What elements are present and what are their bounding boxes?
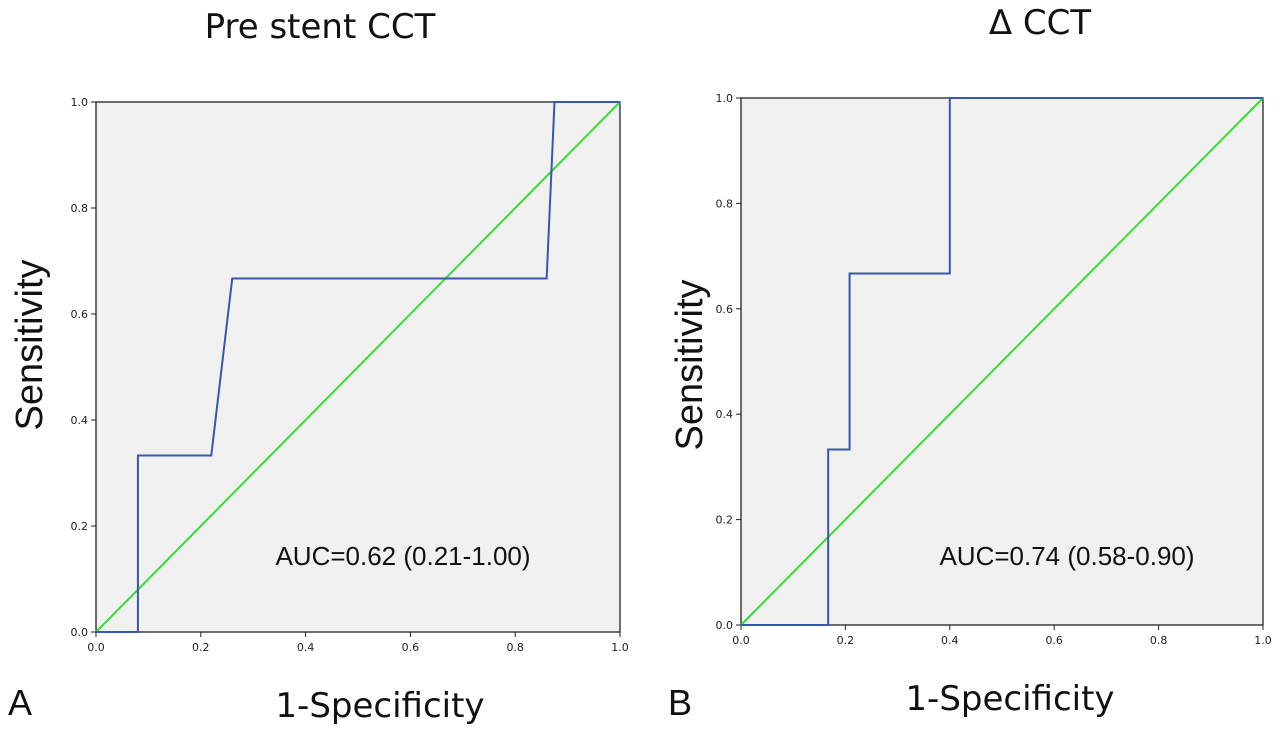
auc-annotation: AUC=0.62 (0.21-1.00) [275, 541, 530, 571]
x-tick-label: 0.0 [87, 641, 105, 654]
y-tick-label: 0.2 [71, 520, 89, 533]
x-tick-label: 0.4 [941, 634, 959, 647]
x-tick-label: 1.0 [1254, 634, 1272, 647]
x-tick-label: 1.0 [611, 641, 629, 654]
reference-line [95, 101, 621, 633]
x-tick-label: 0.4 [297, 641, 315, 654]
x-tick-label: 0.0 [732, 634, 750, 647]
x-axis-label: 1-Specificity [275, 686, 484, 726]
chart-title: Δ CCT [989, 3, 1092, 43]
y-tick-label: 0.0 [716, 619, 734, 632]
y-tick-label: 0.4 [71, 414, 89, 427]
axis-ticks: 0.0 0.2 0.4 0.6 0.8 1.0 0.0 0.2 0.4 0.6 0.8 1.0 [716, 92, 1272, 647]
x-tick-label: 0.2 [837, 634, 855, 647]
y-tick-label: 1.0 [716, 92, 734, 105]
y-tick-label: 0.4 [716, 408, 734, 421]
x-tick-label: 0.8 [506, 641, 524, 654]
chart-title: Pre stent CCT [205, 7, 436, 47]
x-tick-label: 0.8 [1150, 634, 1168, 647]
panel-label: A [8, 682, 32, 723]
axis-ticks: 0.0 0.2 0.4 0.6 0.8 1.0 0.0 0.2 0.4 0.6 0.8 1.0 [71, 96, 629, 654]
x-tick-label: 0.6 [402, 641, 420, 654]
y-tick-label: 0.6 [716, 303, 734, 316]
y-tick-label: 0.2 [716, 514, 734, 527]
panel-b: Δ CCT 0.0 0.2 0.4 0.6 0.8 1.0 0.0 0.2 0.4 0.6 0.8 1… [668, 3, 1272, 723]
y-tick-label: 0.8 [716, 197, 734, 210]
x-tick-label: 0.2 [192, 641, 210, 654]
y-axis-label: Sensitivity [669, 279, 711, 450]
roc-curve [96, 101, 620, 633]
roc-curve [741, 97, 1263, 626]
auc-annotation: AUC=0.74 (0.58-0.90) [939, 541, 1194, 571]
y-tick-label: 0.6 [71, 308, 89, 321]
x-tick-label: 0.6 [1045, 634, 1063, 647]
x-axis-label: 1-Specificity [905, 679, 1114, 719]
panel-label: B [668, 682, 692, 723]
y-tick-label: 0.8 [71, 202, 89, 215]
y-tick-label: 1.0 [71, 96, 89, 109]
panel-a: Pre stent CCT 0.0 0.2 0.4 0.6 0.8 1.00.00.20.… [8, 7, 629, 726]
y-axis-label: Sensitivity [9, 259, 51, 430]
y-tick-label: 0.0 [71, 626, 89, 639]
